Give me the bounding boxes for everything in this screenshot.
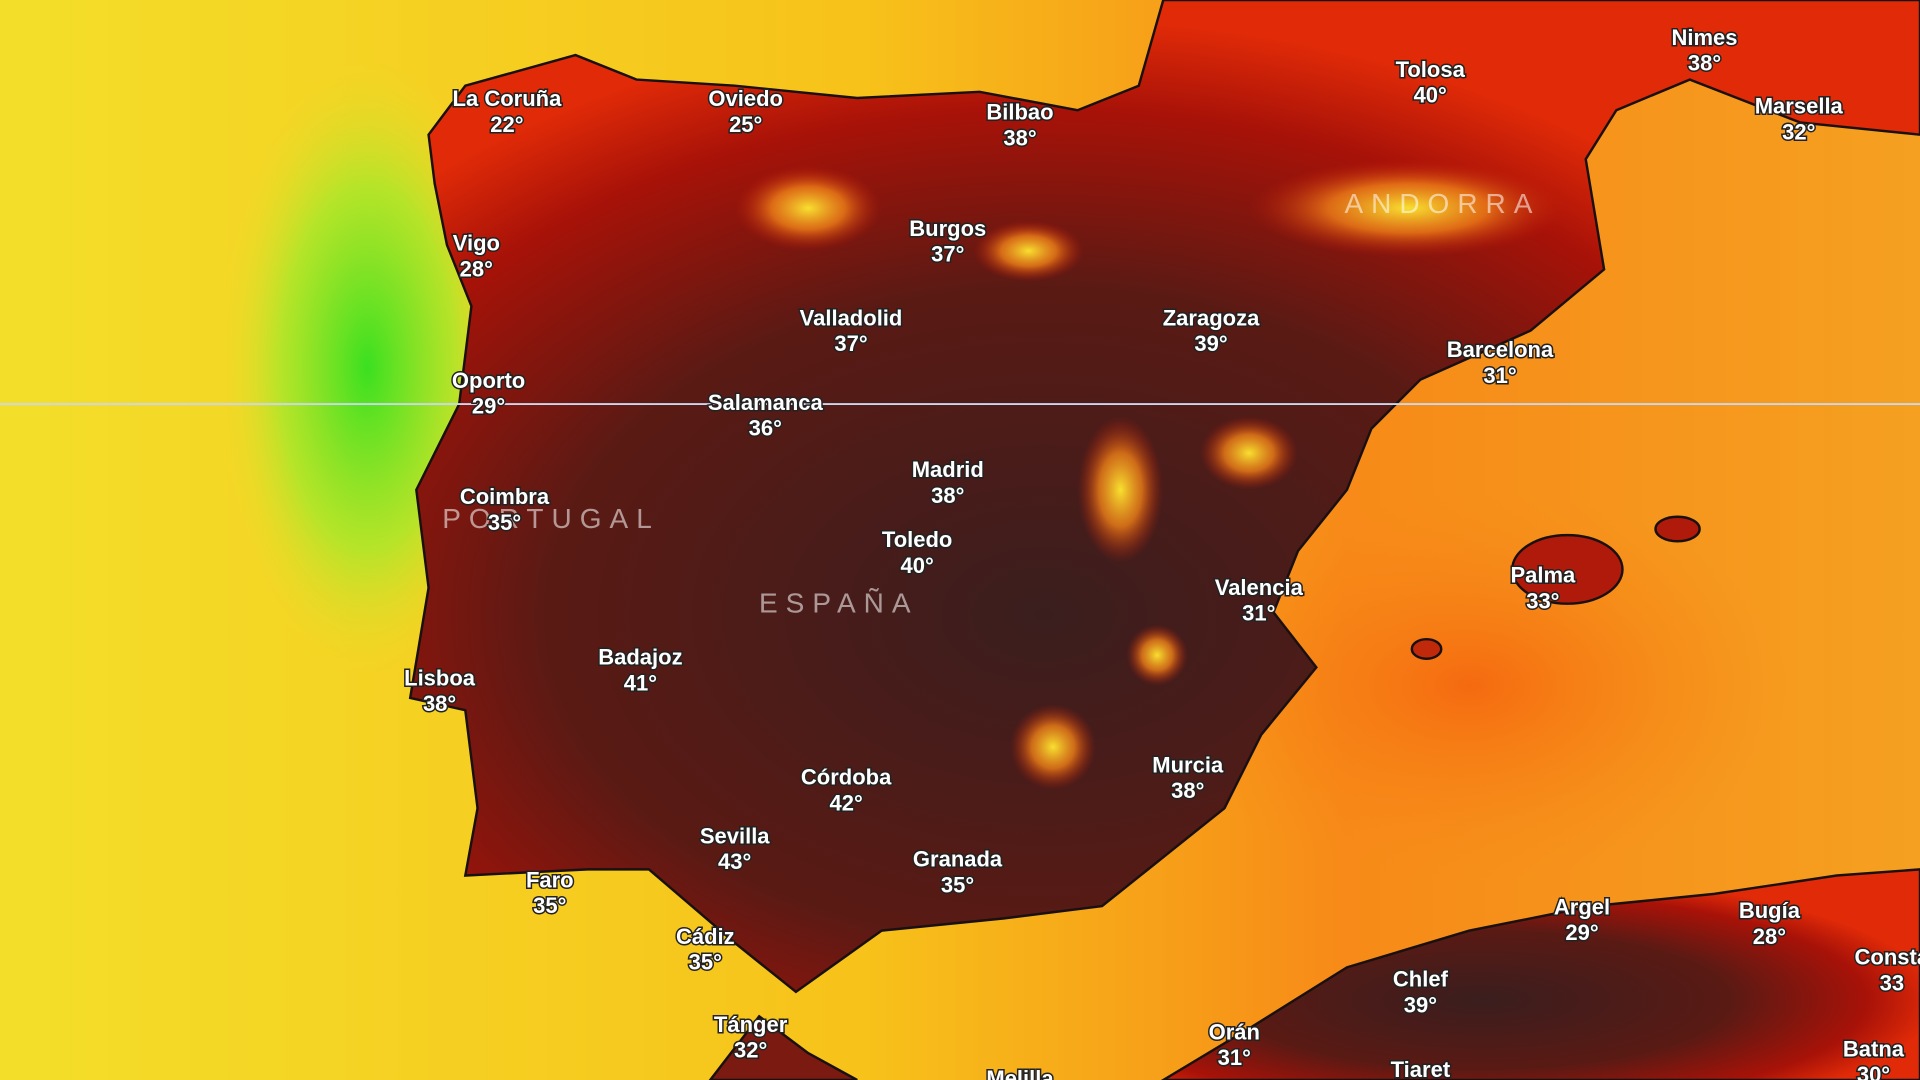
city-name: Toledo bbox=[882, 527, 952, 552]
city-name: Zaragoza bbox=[1163, 305, 1260, 330]
city-temperature: 31° bbox=[1483, 363, 1516, 388]
city-name: Oporto bbox=[452, 368, 525, 393]
city-temperature: 29° bbox=[1565, 920, 1598, 945]
city-name: Barcelona bbox=[1447, 337, 1554, 362]
cool-area bbox=[734, 165, 882, 252]
warm-sea bbox=[1151, 489, 1788, 882]
city-name: Tánger bbox=[714, 1012, 788, 1037]
city-name: Argel bbox=[1554, 894, 1610, 919]
city-temperature: 35° bbox=[533, 893, 566, 918]
island bbox=[1511, 533, 1624, 605]
city-name: Cádiz bbox=[676, 924, 735, 949]
city-name: Vigo bbox=[453, 231, 500, 256]
city-name: Orán bbox=[1209, 1019, 1260, 1044]
country-label: PORTUGAL bbox=[442, 503, 660, 534]
city-name: Murcia bbox=[1152, 752, 1224, 777]
city-temperature: 42° bbox=[829, 790, 862, 815]
city-temperature: 36° bbox=[749, 416, 782, 441]
city-temperature: 43° bbox=[718, 849, 751, 874]
cool-area bbox=[1248, 159, 1568, 258]
city-name: Bugía bbox=[1739, 898, 1801, 923]
city-name: Melilla bbox=[986, 1066, 1054, 1080]
city-temperature: 35° bbox=[488, 510, 521, 535]
city-name: Valencia bbox=[1215, 575, 1304, 600]
city-name: La Coruña bbox=[453, 86, 563, 111]
city-temperature: 33 bbox=[1880, 970, 1904, 995]
city-temperature: 40° bbox=[901, 553, 934, 578]
city-temperature: 29° bbox=[472, 394, 505, 419]
city-name: Salamanca bbox=[708, 390, 824, 415]
city-name: Córdoba bbox=[801, 765, 892, 790]
city-name: Badajoz bbox=[598, 645, 682, 670]
city-temperature: 35° bbox=[941, 872, 974, 897]
city-name: Madrid bbox=[912, 457, 984, 482]
city-name: Coimbra bbox=[460, 484, 550, 509]
city-name: Burgos bbox=[909, 216, 986, 241]
city-name: Oviedo bbox=[708, 86, 783, 111]
city-temperature: 25° bbox=[729, 112, 762, 137]
city-name: Faro bbox=[526, 867, 574, 892]
city-temperature: 38° bbox=[423, 691, 456, 716]
cool-area bbox=[1010, 704, 1096, 790]
city-name: Granada bbox=[913, 847, 1003, 872]
city-temperature: 35° bbox=[689, 949, 722, 974]
country-label: ANDORRA bbox=[1344, 188, 1540, 219]
cool-area bbox=[973, 220, 1084, 282]
city-name: Sevilla bbox=[700, 823, 770, 848]
city-temperature: 41° bbox=[624, 670, 657, 695]
land-morocco bbox=[708, 1014, 858, 1080]
city-name: Valladolid bbox=[800, 305, 903, 330]
city-temperature: 39° bbox=[1194, 331, 1227, 356]
country-label: ESPAÑA bbox=[759, 587, 919, 618]
city-temperature: 32° bbox=[1782, 119, 1815, 144]
city-temperature: 31° bbox=[1242, 601, 1275, 626]
city-temperature: 40° bbox=[1414, 83, 1447, 108]
city-name: Nimes bbox=[1671, 25, 1737, 50]
city-temperature: 32° bbox=[734, 1038, 767, 1063]
city-name: Chlef bbox=[1393, 967, 1449, 992]
city-temperature: 37° bbox=[834, 331, 867, 356]
city-temperature: 28° bbox=[1753, 924, 1786, 949]
land-africa bbox=[1160, 868, 1920, 1080]
city-temperature: 28° bbox=[460, 256, 493, 281]
city-name: Lisboa bbox=[404, 665, 476, 690]
cool-area bbox=[1200, 416, 1298, 490]
island bbox=[1410, 637, 1443, 661]
island bbox=[1654, 515, 1701, 543]
city-temperature: 38° bbox=[1003, 125, 1036, 150]
city-name: Palma bbox=[1510, 563, 1576, 588]
city-temperature: 30° bbox=[1857, 1062, 1890, 1080]
city-temperature: 37° bbox=[931, 242, 964, 267]
city-temperature: 38° bbox=[1688, 51, 1721, 76]
city-temperature: 39° bbox=[1404, 992, 1437, 1017]
city-name: Marsella bbox=[1755, 94, 1844, 119]
city-temperature: 31° bbox=[1218, 1045, 1251, 1070]
city-temperature: 22° bbox=[490, 112, 523, 137]
city-temperature: 38° bbox=[1171, 778, 1204, 803]
city-name: Tiaret bbox=[1391, 1057, 1451, 1080]
city-temperature: 38° bbox=[931, 483, 964, 508]
city-name: Consta bbox=[1855, 945, 1920, 970]
cool-area bbox=[1077, 416, 1164, 564]
cool-area bbox=[1126, 624, 1188, 686]
city-name: Batna bbox=[1843, 1036, 1905, 1061]
city-temperature: 33° bbox=[1526, 588, 1559, 613]
city-name: Bilbao bbox=[986, 100, 1053, 125]
city-name: Tolosa bbox=[1396, 57, 1466, 82]
